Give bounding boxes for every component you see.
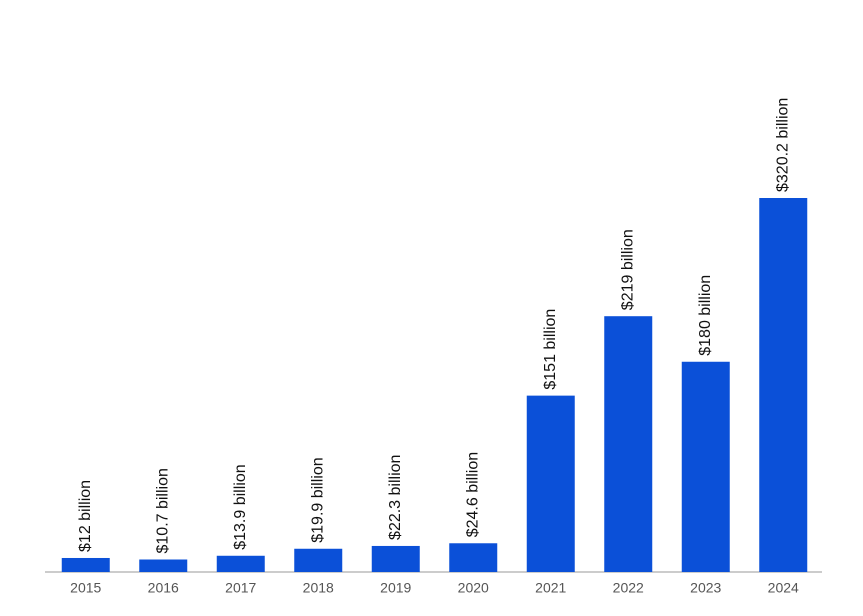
bar	[449, 543, 498, 572]
x-tick-label: 2019	[380, 580, 411, 596]
value-label: $320.2 billion	[774, 98, 791, 192]
x-tick-label: 2018	[303, 580, 334, 596]
value-label: $19.9 billion	[309, 457, 326, 542]
x-tick-label: 2015	[70, 580, 101, 596]
bar	[61, 557, 110, 572]
x-tick-label: 2020	[458, 580, 489, 596]
bar	[216, 555, 265, 572]
value-label: $13.9 billion	[232, 464, 249, 549]
x-tick-label: 2016	[148, 580, 179, 596]
value-label: $24.6 billion	[464, 452, 481, 537]
bar	[526, 395, 575, 572]
bar	[139, 559, 188, 572]
value-label: $10.7 billion	[154, 468, 171, 553]
bar	[294, 548, 343, 572]
value-label: $151 billion	[542, 309, 559, 390]
x-tick-label: 2024	[768, 580, 799, 596]
x-tick-label: 2017	[225, 580, 256, 596]
bar	[759, 198, 808, 572]
bar	[604, 316, 653, 572]
x-tick-label: 2021	[535, 580, 566, 596]
value-label: $180 billion	[697, 275, 714, 356]
x-tick-label: 2022	[613, 580, 644, 596]
value-label: $219 billion	[619, 229, 636, 310]
x-tick-label: 2023	[690, 580, 721, 596]
bar	[371, 545, 420, 572]
value-label: $12 billion	[77, 480, 94, 552]
bar	[681, 361, 730, 572]
value-label: $22.3 billion	[387, 455, 404, 540]
